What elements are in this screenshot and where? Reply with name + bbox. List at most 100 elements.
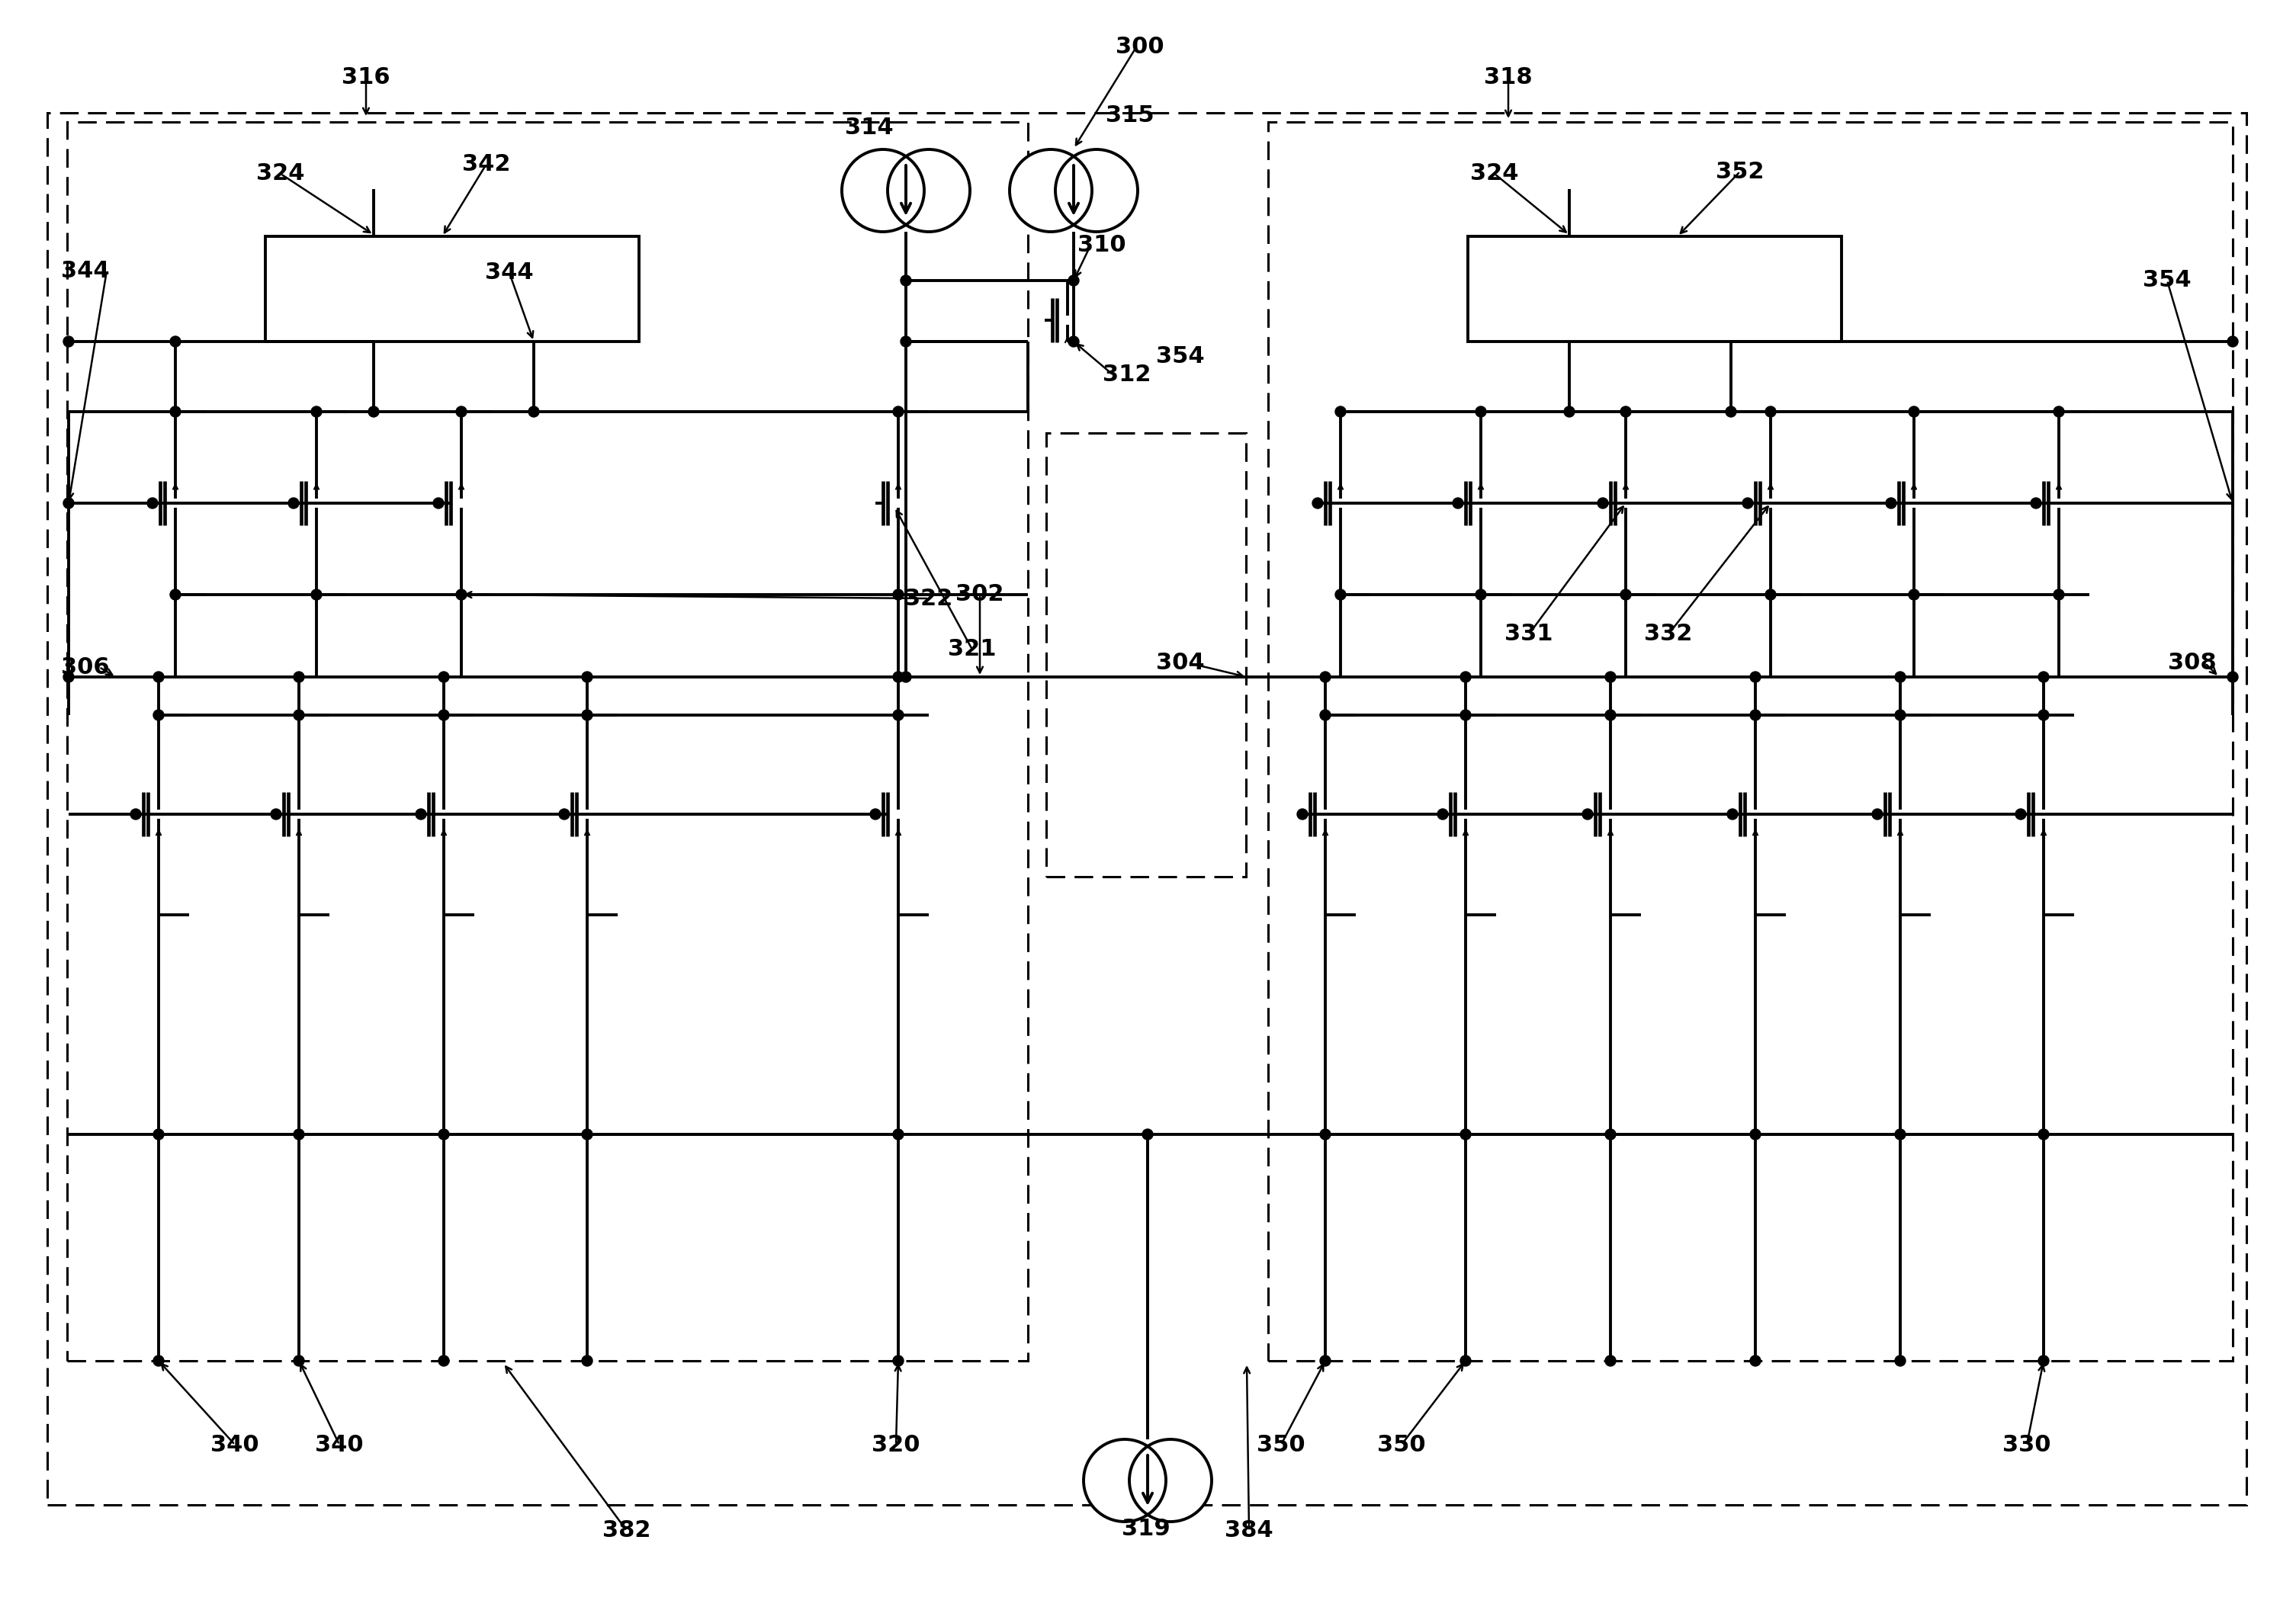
Circle shape xyxy=(170,590,181,599)
Text: 300: 300 xyxy=(1116,36,1164,58)
Text: 314: 314 xyxy=(845,117,893,139)
Circle shape xyxy=(1871,808,1883,820)
Circle shape xyxy=(1750,1129,1761,1140)
Circle shape xyxy=(1336,407,1345,416)
Circle shape xyxy=(416,808,427,820)
Circle shape xyxy=(154,1129,163,1140)
Circle shape xyxy=(1750,672,1761,682)
Text: 302: 302 xyxy=(955,583,1003,606)
Circle shape xyxy=(2227,337,2239,347)
Circle shape xyxy=(1582,808,1593,820)
Circle shape xyxy=(2053,407,2064,416)
Circle shape xyxy=(1894,1356,1906,1366)
Text: 344: 344 xyxy=(62,259,110,282)
Text: 318: 318 xyxy=(1483,66,1531,89)
Circle shape xyxy=(1605,1129,1616,1140)
Text: 384: 384 xyxy=(1224,1520,1274,1542)
Circle shape xyxy=(1476,407,1486,416)
Bar xyxy=(67,122,1029,1361)
Circle shape xyxy=(900,337,912,347)
Circle shape xyxy=(2030,497,2041,509)
Circle shape xyxy=(1143,1129,1153,1140)
Text: 330: 330 xyxy=(2002,1434,2050,1456)
Circle shape xyxy=(893,407,905,416)
Circle shape xyxy=(889,149,969,232)
Text: 319: 319 xyxy=(1123,1518,1171,1539)
Text: 308: 308 xyxy=(2167,653,2216,674)
Bar xyxy=(266,237,638,342)
Circle shape xyxy=(1766,590,1775,599)
Circle shape xyxy=(1894,672,1906,682)
Circle shape xyxy=(843,149,925,232)
Circle shape xyxy=(893,710,905,721)
Circle shape xyxy=(1605,672,1616,682)
Text: 354: 354 xyxy=(1157,345,1205,368)
Text: 315: 315 xyxy=(1107,105,1155,126)
Circle shape xyxy=(1068,337,1079,347)
Circle shape xyxy=(439,1129,450,1140)
Text: 340: 340 xyxy=(211,1434,259,1456)
Circle shape xyxy=(1010,149,1093,232)
Circle shape xyxy=(1453,497,1463,509)
Circle shape xyxy=(64,337,73,347)
Text: 322: 322 xyxy=(905,588,953,609)
Text: 354: 354 xyxy=(2142,269,2190,292)
Circle shape xyxy=(1727,808,1738,820)
Circle shape xyxy=(2227,672,2239,682)
Circle shape xyxy=(528,407,540,416)
Circle shape xyxy=(312,590,321,599)
Text: 340: 340 xyxy=(315,1434,363,1456)
Circle shape xyxy=(870,808,882,820)
Text: 310: 310 xyxy=(1077,235,1125,256)
Text: 332: 332 xyxy=(1644,624,1692,645)
Circle shape xyxy=(2039,1129,2048,1140)
Text: 306: 306 xyxy=(62,656,110,679)
Circle shape xyxy=(1743,497,1754,509)
Circle shape xyxy=(64,497,73,509)
Circle shape xyxy=(154,1356,163,1366)
Circle shape xyxy=(457,590,466,599)
Bar xyxy=(1467,237,1841,342)
Circle shape xyxy=(1605,1356,1616,1366)
Circle shape xyxy=(581,1129,592,1140)
Circle shape xyxy=(154,672,163,682)
Circle shape xyxy=(1460,672,1472,682)
Circle shape xyxy=(1621,590,1630,599)
Circle shape xyxy=(893,1356,905,1366)
Circle shape xyxy=(1564,407,1575,416)
Bar xyxy=(1047,433,1247,876)
Circle shape xyxy=(294,710,305,721)
Circle shape xyxy=(1750,1356,1761,1366)
Circle shape xyxy=(1885,497,1896,509)
Circle shape xyxy=(893,590,905,599)
Circle shape xyxy=(893,1129,905,1140)
Circle shape xyxy=(1084,1439,1166,1521)
Circle shape xyxy=(170,337,181,347)
Circle shape xyxy=(2053,590,2064,599)
Circle shape xyxy=(64,672,73,682)
Bar xyxy=(48,113,2245,1505)
Circle shape xyxy=(367,407,379,416)
Text: 350: 350 xyxy=(1256,1434,1306,1456)
Circle shape xyxy=(439,1356,450,1366)
Circle shape xyxy=(457,407,466,416)
Circle shape xyxy=(1476,590,1486,599)
Text: 320: 320 xyxy=(872,1434,921,1456)
Circle shape xyxy=(1460,1356,1472,1366)
Circle shape xyxy=(439,710,450,721)
Text: 350: 350 xyxy=(1378,1434,1426,1456)
Circle shape xyxy=(147,497,158,509)
Circle shape xyxy=(289,497,298,509)
Circle shape xyxy=(294,1356,305,1366)
Circle shape xyxy=(312,407,321,416)
Circle shape xyxy=(558,808,569,820)
Text: 312: 312 xyxy=(1102,364,1150,386)
Circle shape xyxy=(1320,1129,1332,1140)
Circle shape xyxy=(271,808,282,820)
Circle shape xyxy=(1727,407,1736,416)
Circle shape xyxy=(294,1129,305,1140)
Text: 344: 344 xyxy=(484,262,533,283)
Text: 342: 342 xyxy=(461,152,510,175)
Circle shape xyxy=(434,497,443,509)
Circle shape xyxy=(1894,1129,1906,1140)
